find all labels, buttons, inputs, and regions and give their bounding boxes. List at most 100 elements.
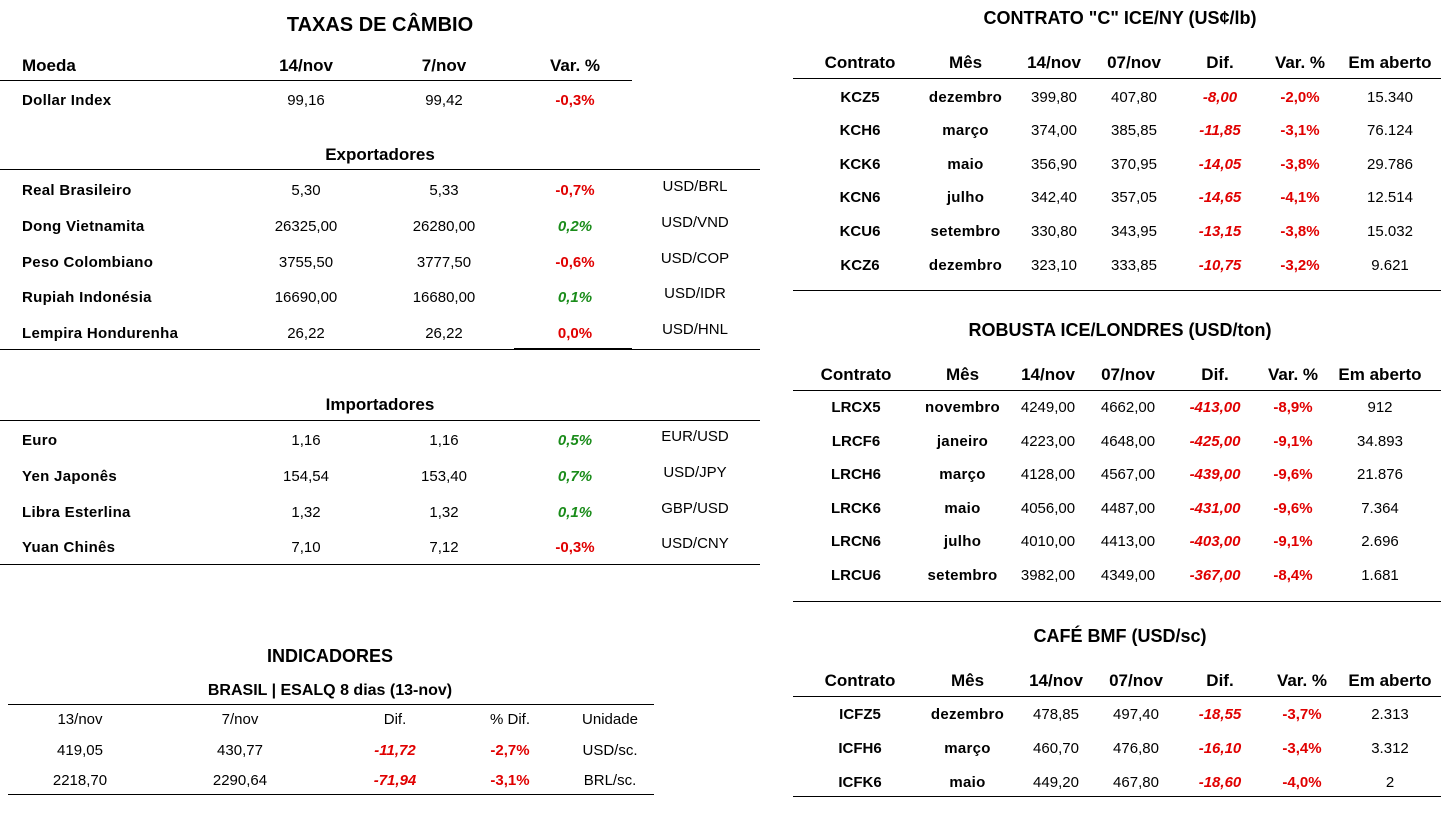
- contract-cell: 449,20: [1033, 774, 1079, 791]
- contract-cell: 12.514: [1367, 189, 1413, 206]
- currency-pair: USD/HNL: [662, 321, 728, 338]
- currency-pair: USD/VND: [661, 214, 729, 231]
- currency-var: 0,1%: [557, 289, 593, 306]
- currency-name: Peso Colombiano: [22, 254, 154, 271]
- exporters-bottom-rule: [0, 349, 760, 350]
- contract-cell: 323,10: [1031, 257, 1077, 274]
- indicators-bottom-rule: [8, 794, 654, 795]
- currency-var: 0,5%: [557, 432, 593, 449]
- contract-cell: 4413,00: [1100, 533, 1156, 550]
- currency-name: Dong Vietnamita: [22, 218, 145, 235]
- contract-cell: -367,00: [1189, 567, 1241, 584]
- contract-cell: -9,6%: [1273, 466, 1313, 483]
- contract-cell: -431,00: [1189, 500, 1241, 517]
- contract-header: Mês: [945, 365, 980, 384]
- currency-value-date1: 1,16: [291, 432, 321, 449]
- contract-cell: dezembro: [930, 706, 1005, 723]
- contract-cell: KCU6: [839, 223, 881, 240]
- currency-value-date1: 5,30: [291, 182, 321, 199]
- indicator-cell: -3,1%: [490, 772, 530, 789]
- contract-header: 14/nov: [1027, 53, 1081, 72]
- contract-cell: 2.313: [1371, 706, 1409, 723]
- exporters-rule: [0, 169, 760, 170]
- contract-header: Em aberto: [1338, 365, 1422, 384]
- currency-value-date2: 3777,50: [416, 254, 472, 271]
- currency-var: -0,7%: [555, 182, 595, 199]
- indicators-title: INDICADORES: [266, 646, 393, 666]
- contract-cell: 370,95: [1111, 156, 1157, 173]
- table-rule: [793, 601, 1441, 602]
- contract-cell: -3,1%: [1280, 122, 1320, 139]
- contract-cell: -439,00: [1189, 466, 1241, 483]
- contract-header: Em aberto: [1348, 671, 1432, 690]
- currency-value-date1: 3755,50: [278, 254, 334, 271]
- fx-header-date2: 7/nov: [421, 56, 467, 75]
- contract-cell: -13,15: [1198, 223, 1242, 240]
- currency-value-date2: 16680,00: [412, 289, 476, 306]
- fx-header-moeda: Moeda: [22, 56, 76, 75]
- currency-value-date1: 26,22: [287, 325, 325, 342]
- contract-header: 07/nov: [1107, 53, 1161, 72]
- currency-name: Real Brasileiro: [22, 182, 132, 199]
- contract-cell: -9,1%: [1273, 533, 1313, 550]
- contract-cell: -11,85: [1199, 122, 1241, 139]
- contract-cell: -10,75: [1198, 257, 1242, 274]
- currency-value-date1: 154,54: [283, 468, 329, 485]
- contract-cell: setembro: [927, 567, 998, 584]
- contract-header: Em aberto: [1348, 53, 1432, 72]
- contract-header: 14/nov: [1029, 671, 1083, 690]
- indicator-cell: 2290,64: [212, 772, 268, 789]
- currency-var: 0,0%: [557, 325, 593, 342]
- contract-cell: 15.032: [1367, 223, 1413, 240]
- contract-header: Dif.: [1206, 53, 1234, 72]
- exporters-title: Exportadores: [325, 145, 435, 164]
- contract-cell: -14,05: [1198, 156, 1242, 173]
- contract-cell: -3,2%: [1280, 257, 1320, 274]
- contract-header: Contrato: [820, 365, 892, 384]
- contract-cell: LRCN6: [830, 533, 881, 550]
- contract-header: Var. %: [1276, 671, 1328, 690]
- contract-cell: 497,40: [1113, 706, 1159, 723]
- contract-cell: 4056,00: [1020, 500, 1076, 517]
- contract-cell: março: [942, 122, 989, 139]
- contract-cell: 343,95: [1111, 223, 1157, 240]
- contract-cell: 330,80: [1031, 223, 1077, 240]
- currency-value-date2: 1,16: [429, 432, 459, 449]
- contract-cell: LRCX5: [831, 399, 881, 416]
- currency-name: Yuan Chinês: [22, 539, 116, 556]
- contract-cell: -9,6%: [1273, 500, 1313, 517]
- contract-cell: LRCU6: [830, 567, 881, 584]
- contract-cell: 460,70: [1033, 740, 1079, 757]
- contract-cell: 385,85: [1111, 122, 1157, 139]
- contract-cell: 21.876: [1357, 466, 1403, 483]
- contract-cell: 342,40: [1031, 189, 1077, 206]
- contract-cell: 76.124: [1367, 122, 1413, 139]
- contract-cell: -2,0%: [1280, 89, 1320, 106]
- contract-cell: dezembro: [928, 89, 1003, 106]
- currency-value-date2: 1,32: [429, 504, 459, 521]
- contract-cell: -3,7%: [1282, 706, 1322, 723]
- currency-var: 0,1%: [557, 504, 593, 521]
- contract-cell: 29.786: [1367, 156, 1413, 173]
- currency-pair: EUR/USD: [661, 428, 729, 445]
- contract-header: 07/nov: [1101, 365, 1155, 384]
- fx-header-date1: 14/nov: [279, 56, 333, 75]
- contract-header: 07/nov: [1109, 671, 1163, 690]
- currency-pair: USD/IDR: [664, 285, 726, 302]
- table-rule: [793, 796, 1441, 797]
- indicator-header: Dif.: [383, 711, 407, 728]
- dollar-index-var: -0,3%: [555, 92, 595, 109]
- indicator-cell: 2218,70: [52, 772, 108, 789]
- contract-cell: -3,4%: [1282, 740, 1322, 757]
- currency-pair: USD/JPY: [663, 464, 727, 481]
- contract-cell: março: [944, 740, 991, 757]
- contract-cell: -18,60: [1198, 774, 1242, 791]
- indicators-rule: [8, 704, 654, 705]
- contract-cell: 4223,00: [1020, 433, 1076, 450]
- contract-cell: -8,9%: [1273, 399, 1313, 416]
- contract-cell: -3,8%: [1280, 223, 1320, 240]
- contract-cell: 357,05: [1111, 189, 1157, 206]
- contract-cell: maio: [949, 774, 986, 791]
- contract-cell: ICFK6: [838, 774, 882, 791]
- contract-cell: -14,65: [1198, 189, 1242, 206]
